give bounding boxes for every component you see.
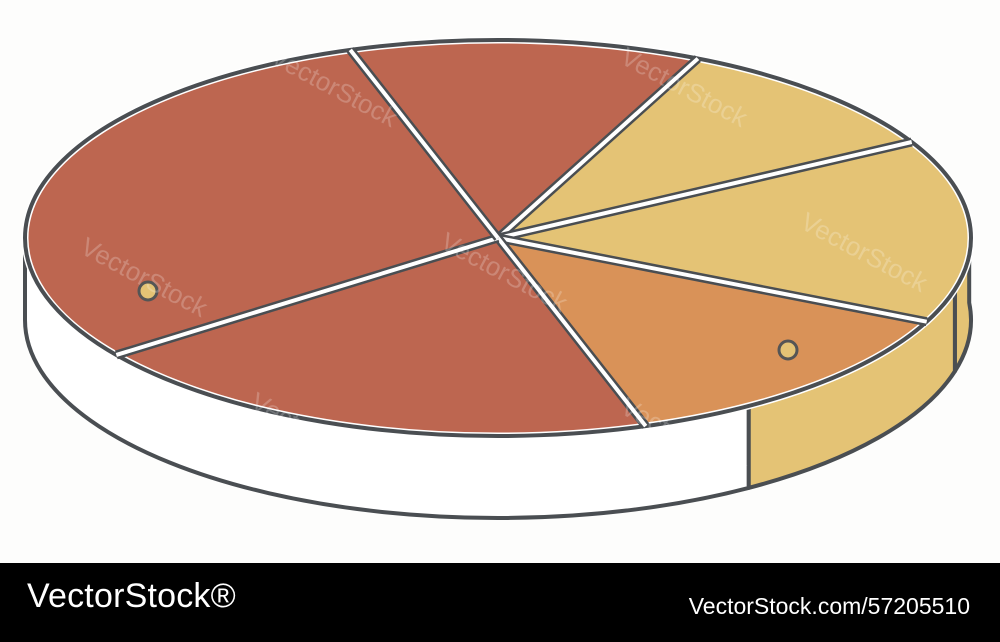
footer-image-id: VectorStock.com/57205510	[688, 593, 970, 619]
footer-bar: VectorStock® VectorStock.com/57205510	[0, 563, 1000, 642]
slice-divider-3	[497, 236, 928, 324]
pie-top	[21, 36, 975, 440]
pie-top-outline	[23, 38, 973, 438]
slice-marker-2	[777, 339, 799, 361]
slice-divider-2	[497, 140, 913, 240]
footer-brand-text: VectorStock®	[27, 577, 236, 615]
slice-divider-4	[496, 236, 648, 428]
slice-divider-1	[496, 57, 700, 240]
slice-divider-6	[348, 48, 500, 240]
slice-divider-5	[115, 236, 499, 357]
slice-marker-1	[137, 280, 159, 302]
